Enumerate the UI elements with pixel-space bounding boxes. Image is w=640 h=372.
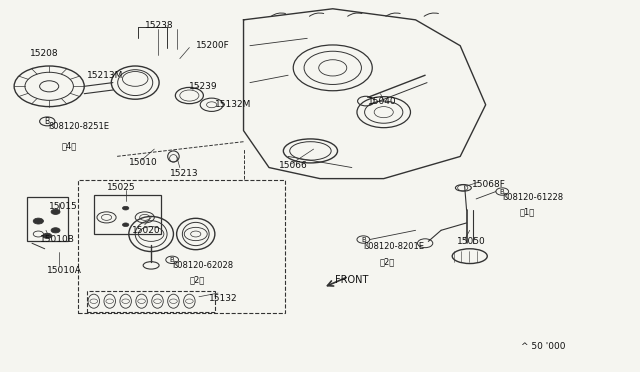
Circle shape <box>51 228 60 233</box>
Text: （2）: （2） <box>380 257 394 266</box>
Text: 15238: 15238 <box>145 21 173 30</box>
Text: 15015: 15015 <box>49 202 78 211</box>
Text: （2）: （2） <box>189 276 205 285</box>
Text: （1）: （1） <box>520 207 534 217</box>
Circle shape <box>122 223 129 227</box>
Text: 15213M: 15213M <box>88 71 124 80</box>
Text: 15132: 15132 <box>209 294 237 303</box>
Text: ß08120-61228: ß08120-61228 <box>502 193 563 202</box>
Text: 15208: 15208 <box>30 49 59 58</box>
Bar <box>88 291 215 311</box>
Text: 15132M: 15132M <box>215 100 252 109</box>
Circle shape <box>33 218 44 224</box>
Circle shape <box>43 233 52 238</box>
Text: B: B <box>361 237 365 243</box>
Text: 15010B: 15010B <box>40 235 74 244</box>
Text: B: B <box>45 117 50 126</box>
Text: 15068F: 15068F <box>472 180 506 189</box>
Text: ß08120-8201E: ß08120-8201E <box>364 243 424 251</box>
Bar <box>27 197 68 241</box>
Bar <box>94 195 161 234</box>
Circle shape <box>122 206 129 210</box>
Text: 15200F: 15200F <box>196 41 230 50</box>
Text: ß08120-8251E: ß08120-8251E <box>48 122 109 131</box>
Text: 15066: 15066 <box>278 161 307 170</box>
Text: ^ 50 '000: ^ 50 '000 <box>521 342 565 351</box>
Text: 15213: 15213 <box>170 169 199 177</box>
Text: ß08120-62028: ß08120-62028 <box>172 261 234 270</box>
Bar <box>78 180 285 313</box>
Text: 15010: 15010 <box>129 157 157 167</box>
Text: FRONT: FRONT <box>335 275 368 285</box>
Text: B: B <box>170 257 175 263</box>
Text: 15050: 15050 <box>457 237 486 246</box>
Text: 15010A: 15010A <box>47 266 82 275</box>
Text: 15040: 15040 <box>368 97 396 106</box>
Text: 15239: 15239 <box>189 82 218 91</box>
Text: B: B <box>500 189 504 195</box>
Text: 15020: 15020 <box>132 226 161 235</box>
Text: 15025: 15025 <box>106 183 135 192</box>
Text: （4）: （4） <box>62 141 77 150</box>
Circle shape <box>51 209 60 214</box>
